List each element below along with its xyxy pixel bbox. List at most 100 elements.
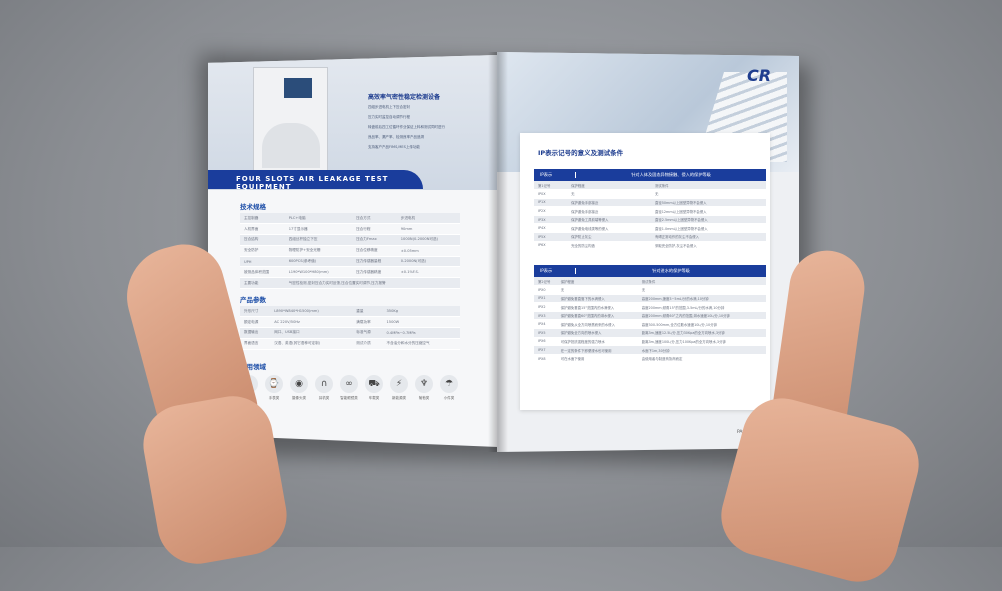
application-label: 智能眼镜类: [340, 396, 358, 400]
table-cell: 直径50mm以上固型异物不会侵入: [650, 198, 766, 208]
table-cell: 600PCS(参考值): [284, 256, 353, 268]
table-cell: IPX7: [534, 345, 557, 355]
table-cell: 无: [567, 189, 651, 199]
table-cell: IP1X: [534, 198, 568, 208]
table-cell: 测试条件: [637, 277, 766, 287]
application-item: ♆ 葡萄类: [415, 375, 433, 401]
table-cell: IPX5: [534, 328, 557, 338]
param-table: 外形尺寸 L890*W840*H1500(mm) 重量 350Kg 额定电源 AC 220…: [240, 306, 460, 350]
table-cell: 人机界面: [240, 223, 285, 236]
application-item: ⛟ 车载类: [365, 375, 383, 401]
table-cell: 数据输出: [240, 327, 271, 339]
application-item: ☂ 小件类: [440, 375, 458, 401]
table-cell: 压力传感器精度: [352, 266, 397, 279]
application-label: 耳机类: [318, 396, 330, 400]
table2-header: IP表示 针对进水的保护等级: [534, 265, 766, 277]
table-cell: 高度300-500mm,全方位散水速度10L/分,10分钟: [637, 319, 766, 330]
table-row: 第2记号 保护程度 测试条件: [534, 277, 766, 287]
application-item: ◉ 摄像头类: [290, 375, 308, 401]
charger-icon: ⚡: [390, 375, 408, 393]
table-cell: 保护程度: [567, 181, 651, 191]
hero-bullet: 转盘前后四工位循环作业保证上料和测试同时进行: [368, 125, 445, 129]
table-row: IPX3 保护避免垂直60°范围内的淋水侵入 高度200mm,倾角60°之内的范围,…: [534, 311, 766, 321]
hero-bullet: 压力实时监控自动调节行程: [368, 115, 410, 119]
table-cell: 外形尺寸: [240, 306, 271, 318]
table-cell: 保护避免全方向的喷水侵入: [556, 328, 638, 338]
table-cell: 被测品体积范围: [240, 266, 285, 279]
table-row: IP1X 保护避免手部接近 直径50mm以上固型异物不会侵入: [534, 198, 766, 208]
ip-card: IP表示记号的意义及测试条件 IP表示 针对人体及固态异物接触、侵入的保护等级 第…: [520, 133, 770, 410]
table-row: 外形尺寸 L890*W840*H1500(mm) 重量 350Kg: [240, 306, 460, 318]
table-cell: 可在水面下使用: [556, 354, 638, 364]
table-cell: UPH: [240, 256, 285, 268]
hero-bullet: 四组步进电机上下压合密封: [368, 105, 410, 109]
spec-table: 主控制器 PLC+电脑 压合方式 步进电机 人机界面 17寸显示器 压合行程 90mm 压合结构…: [240, 213, 460, 290]
table-row: IPX4 保护避免从全方向喷溅而来的水侵入 高度300-500mm,全方位散水速度1…: [534, 319, 766, 330]
table-cell: 保护避免手部接近: [567, 206, 651, 216]
table-cell: IPX4: [534, 319, 557, 330]
table-cell: 直径12mm以上固型异物不会侵入: [650, 206, 766, 216]
table-cell: IP6X: [534, 241, 568, 251]
application-label: 小件类: [443, 396, 455, 400]
table-cell: 界面语言: [240, 338, 271, 350]
table-cell: 重量: [352, 306, 383, 318]
table-cell: 高度200mm,倾角60°之内的范围,淋水速度10L/分,10分钟: [637, 311, 766, 321]
table-row: IPX0 无无: [534, 285, 766, 295]
table-row: 压合结构 四组丝杆独立下压 压合力Fmax 1000N(0-2000N可选): [240, 234, 460, 246]
table-row: IPX8 可在水面下使用 由使用者与制造商协商而定: [534, 354, 766, 364]
table1-head: 针对人体及固态异物接触、侵入的保护等级: [631, 172, 711, 177]
table-cell: 保护避免电线类等的侵入: [567, 223, 651, 234]
table-cell: 安全防护: [240, 245, 285, 257]
table-cell: 步进电机: [396, 213, 460, 225]
table-cell: 高度200mm,速度3~5mL/分的水滴,10分钟: [637, 294, 766, 304]
table-cell: 四组丝杆独立下压: [284, 234, 353, 246]
table-row: IP6X 完全的防尘构造 采取完全防护,灰尘不会侵入: [534, 241, 766, 251]
table-cell: 压合力Fmax: [352, 234, 397, 246]
table-cell: 无: [637, 285, 766, 295]
table-cell: 保护程度: [556, 277, 638, 287]
wine-icon: ♆: [415, 375, 433, 393]
table-row: IPX2 保护避免垂直15°范围内的水滴侵入 高度200mm,倾角15°的范围,3-…: [534, 302, 766, 312]
table-cell: 物理防护+安全光栅: [284, 245, 353, 257]
table-cell: 压合结构: [240, 234, 285, 246]
table-row: 被测品体积范围 L190*W100*H80(mm) 压力传感器精度 ±0.1%F.S.: [240, 266, 460, 279]
table-cell: 距离3m,速度100L/分,压力100Kpa的全方向喷水,3分钟: [637, 337, 766, 347]
right-page: CR IP表示记号的意义及测试条件 IP表示 针对人体及固态异物接触、侵入的保护等…: [497, 52, 799, 452]
table-cell: 90mm: [396, 223, 460, 236]
table-row: 主控制器 PLC+电脑 压合方式 步进电机: [240, 213, 460, 225]
table-cell: 压合位移精度: [352, 245, 397, 257]
table-cell: ±0.1%F.S.: [396, 266, 460, 279]
table-row: 界面语言 汉语、英语(其它语种可定制) 测试介质 不含油分和水分的压缩空气: [240, 338, 460, 350]
application-label: 新能源类: [392, 396, 406, 400]
table-cell: 采取完全防护,灰尘不会侵入: [650, 241, 766, 251]
table2-col1: IP表示: [534, 268, 576, 274]
table-cell: 在一定的条件下即便浸水也可使用: [556, 345, 638, 355]
table-row: IP4X 保护避免电线类等的侵入 直径1.0mm以上固型异物不会侵入: [534, 223, 766, 234]
table-cell: 压合行程: [352, 223, 397, 236]
table-row: IPX5 保护避免全方向的喷水侵入 距离3m,速度12.5L/分,压力30Kpa的全…: [534, 328, 766, 338]
table-cell: 有碍正常动作的灰尘不会侵入: [650, 232, 766, 242]
table-row: 安全防护 物理防护+安全光栅 压合位移精度 ±0.05mm: [240, 245, 460, 257]
table-cell: 0.4MPa~0.7MPa: [382, 327, 460, 339]
table-cell: 1500W: [382, 316, 460, 329]
table-cell: 无: [650, 189, 766, 199]
table-cell: 测试介质: [352, 338, 383, 350]
application-label: 摄像头类: [292, 396, 306, 400]
table-cell: 压力传感器量程: [352, 256, 397, 268]
application-item: ⚡ 新能源类: [390, 375, 408, 401]
table-cell: 网口、USB接口: [270, 327, 353, 339]
table-row: 额定电源 AC 220V/50Hz 满载功率 1500W: [240, 316, 460, 329]
table-cell: 主控制器: [240, 213, 285, 225]
table-row: IPX1 保护避免垂直落下的水滴侵入 高度200mm,速度3~5mL/分的水滴,10…: [534, 294, 766, 304]
hero-bullet: 良品率、漏产率、检测良率产品追溯: [368, 135, 424, 139]
table-cell: L190*W100*H80(mm): [284, 266, 353, 279]
table-cell: 保护避免从全方向喷溅而来的水侵入: [556, 319, 638, 330]
table-cell: 由使用者与制造商协商而定: [637, 354, 766, 364]
table-cell: 测试条件: [650, 181, 766, 191]
table-cell: 汉语、英语(其它语种可定制): [270, 338, 353, 350]
table-cell: 水面下1m,30分钟: [637, 345, 766, 355]
table-row: IP0X 无无: [534, 189, 766, 199]
application-item: ∞ 智能眼镜类: [340, 375, 358, 401]
param-title: 产品参数: [240, 296, 266, 304]
table-cell: 标准气源: [352, 327, 383, 339]
